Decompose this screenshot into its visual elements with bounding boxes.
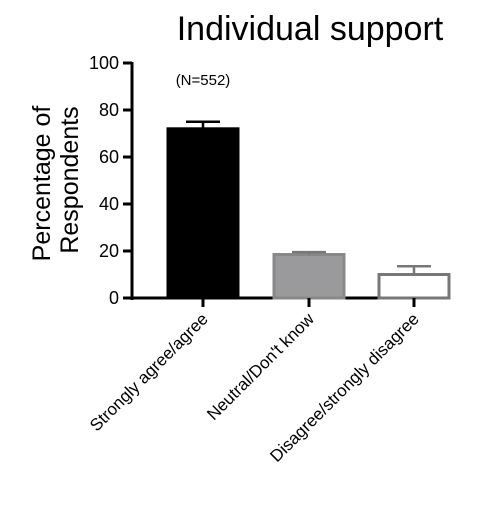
y-tick-label: 60 (99, 147, 119, 167)
y-tick-label: 100 (89, 53, 119, 73)
y-tick-label: 0 (109, 288, 119, 308)
bars (168, 129, 449, 298)
chart-title: Individual support (177, 10, 444, 48)
bar (168, 129, 238, 298)
y-tick-label: 20 (99, 241, 119, 261)
bar (379, 275, 449, 299)
y-tick-label: 80 (99, 100, 119, 120)
x-tick-label: Neutral/Don't know (203, 309, 318, 424)
y-ticks: 0 20 40 60 80 100 (89, 53, 132, 308)
sample-size-annotation: (N=552) (176, 72, 231, 89)
bar (274, 255, 344, 298)
y-tick-label: 40 (99, 194, 119, 214)
x-tick-label: Strongly agree/agree (86, 309, 212, 435)
y-axis-label: Percentage of Respondents (28, 99, 84, 262)
